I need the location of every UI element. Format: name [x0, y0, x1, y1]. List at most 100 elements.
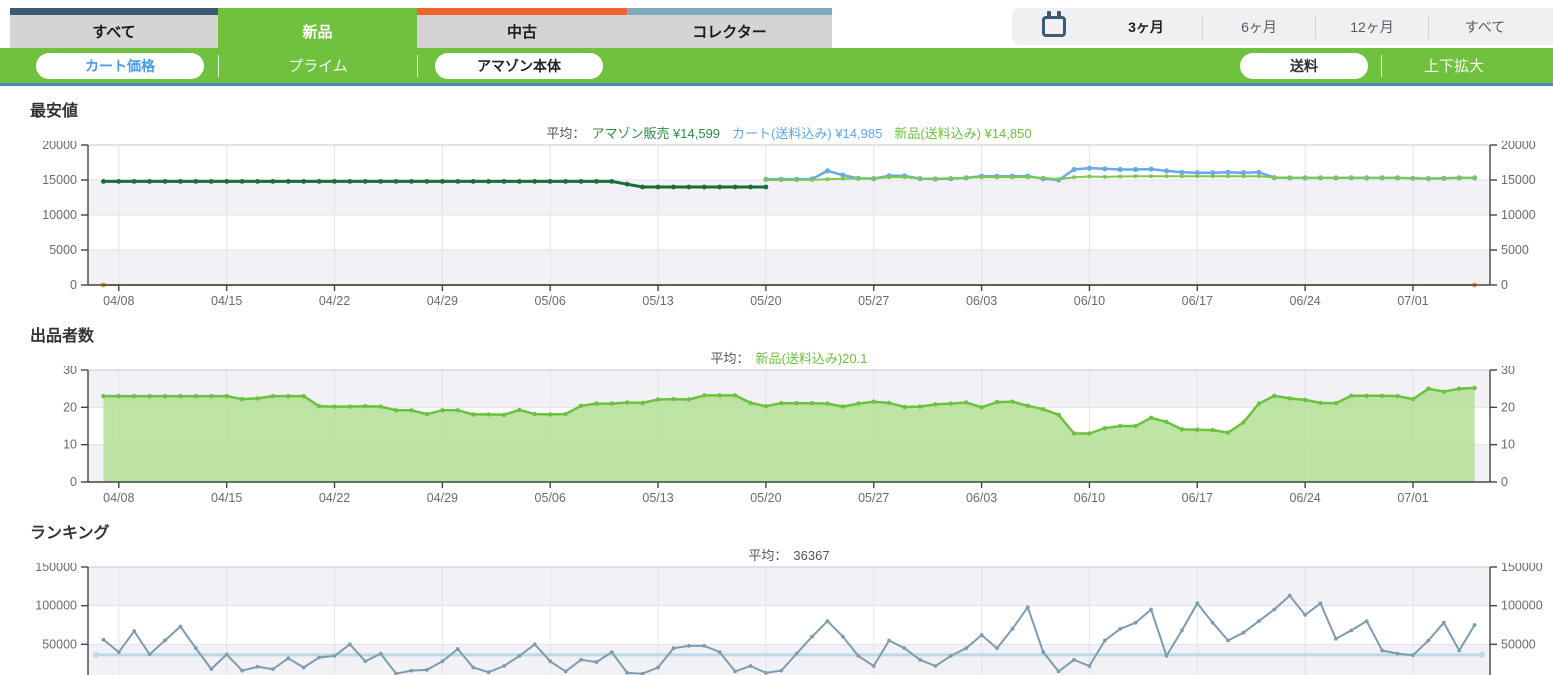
- svg-text:15000: 15000: [42, 173, 77, 187]
- svg-text:100000: 100000: [1501, 599, 1543, 613]
- svg-text:20: 20: [63, 400, 77, 414]
- svg-text:04/08: 04/08: [103, 294, 134, 308]
- tab-all-label: すべて: [92, 24, 136, 41]
- ranking-average: 平均： 36367: [748, 548, 830, 563]
- svg-text:05/06: 05/06: [535, 491, 566, 505]
- period-3m[interactable]: 3ヶ月: [1128, 18, 1164, 35]
- tab-used[interactable]: 中古: [417, 8, 627, 48]
- svg-text:06/10: 06/10: [1074, 491, 1105, 505]
- period-divider: [1428, 14, 1429, 39]
- shipping-toggle[interactable]: 送料: [1240, 52, 1368, 79]
- seller-count-section: 出品者数 平均： 新品(送料込み)20.1 04/08 04/15 04/22 04/2…: [0, 322, 1553, 508]
- avg-new: 新品(送料込み) ¥14,850: [894, 126, 1032, 141]
- avg-amazon: アマゾン販売 ¥14,599: [591, 126, 721, 141]
- series-toolbar: カート価格 プライム アマゾン本体 送料 上下拡大: [0, 48, 1553, 86]
- tab-new[interactable]: 新品: [218, 8, 417, 48]
- svg-text:20000: 20000: [42, 141, 77, 152]
- svg-text:10000: 10000: [42, 208, 77, 222]
- cart-price-toggle[interactable]: カート価格: [36, 52, 204, 79]
- ranking-chart: 04/0804/1504/2204/2905/0605/1305/2005/27…: [35, 563, 1543, 675]
- period-12m[interactable]: 12ヶ月: [1350, 18, 1394, 35]
- period-all[interactable]: すべて: [1464, 18, 1506, 35]
- svg-text:04/15: 04/15: [211, 294, 242, 308]
- svg-text:0: 0: [1501, 475, 1508, 489]
- period-divider: [1315, 14, 1316, 39]
- seller-count-chart: 04/08 04/15 04/22 04/29 05/06 05/13 05/20 05/27…: [63, 366, 1515, 505]
- toolbar-right-group: 送料 上下拡大: [1240, 52, 1553, 79]
- svg-text:06/03: 06/03: [966, 294, 997, 308]
- svg-text:04/15: 04/15: [211, 491, 242, 505]
- svg-text:04/29: 04/29: [427, 491, 458, 505]
- amazon-toggle[interactable]: アマゾン本体: [435, 52, 603, 79]
- tab-collector-accent: [627, 8, 832, 15]
- tab-new-accent: [218, 8, 417, 15]
- svg-text:06/24: 06/24: [1289, 491, 1320, 505]
- svg-text:05/13: 05/13: [642, 491, 673, 505]
- svg-text:07/01: 07/01: [1397, 294, 1428, 308]
- svg-text:05/27: 05/27: [858, 294, 889, 308]
- svg-text:05/20: 05/20: [750, 491, 781, 505]
- svg-text:10: 10: [63, 438, 77, 452]
- svg-text:50000: 50000: [42, 637, 77, 651]
- lowest-price-average: 平均： アマゾン販売 ¥14,599 カート(送料込み) ¥14,985 新品(送料込…: [546, 126, 1032, 141]
- svg-text:05/27: 05/27: [858, 491, 889, 505]
- svg-text:5000: 5000: [49, 243, 77, 257]
- condition-tabs: すべて 新品 中古 コレクター: [10, 0, 1553, 48]
- svg-text:05/06: 05/06: [535, 294, 566, 308]
- svg-text:150000: 150000: [1501, 563, 1543, 574]
- period-selector: 3ヶ月 6ヶ月 12ヶ月 すべて: [1012, 8, 1553, 45]
- lowest-price-title: 最安値: [30, 103, 79, 120]
- ranking-section: ランキング 平均：36367 04/0804/1504/2204/2905/06…: [0, 519, 1553, 675]
- ranking-title: ランキング: [30, 525, 110, 542]
- svg-text:05/13: 05/13: [642, 294, 673, 308]
- svg-text:06/24: 06/24: [1289, 294, 1320, 308]
- svg-text:50000: 50000: [1501, 637, 1536, 651]
- svg-text:04/22: 04/22: [319, 294, 350, 308]
- tab-used-accent: [417, 8, 627, 15]
- tab-used-label: 中古: [506, 24, 537, 41]
- lowest-price-chart: 04/08 04/15 04/22 04/29 05/06 05/13 05/20 05/27…: [42, 141, 1536, 308]
- calendar-icon[interactable]: [1042, 11, 1066, 37]
- tab-all[interactable]: すべて: [10, 8, 218, 48]
- toolbar-divider: [1381, 54, 1382, 77]
- tab-new-label: 新品: [302, 24, 333, 41]
- svg-text:06/17: 06/17: [1182, 294, 1213, 308]
- seller-count-title: 出品者数: [30, 328, 95, 345]
- svg-text:06/10: 06/10: [1074, 294, 1105, 308]
- svg-text:05/20: 05/20: [750, 294, 781, 308]
- avg-cart: カート(送料込み) ¥14,985: [732, 126, 883, 141]
- svg-text:30: 30: [63, 366, 77, 377]
- svg-text:06/17: 06/17: [1182, 491, 1213, 505]
- toolbar-divider: [218, 54, 219, 77]
- tab-all-accent: [10, 8, 218, 15]
- expand-vertical-button[interactable]: 上下拡大: [1423, 58, 1484, 75]
- toolbar-divider: [417, 54, 418, 77]
- svg-text:04/29: 04/29: [427, 294, 458, 308]
- lowest-price-section: 最安値 平均： アマゾン販売 ¥14,599 カート(送料込み) ¥14,985 新品…: [0, 97, 1553, 311]
- prime-toggle[interactable]: プライム: [288, 58, 348, 75]
- svg-text:15000: 15000: [1501, 173, 1536, 187]
- svg-text:10000: 10000: [1501, 208, 1536, 222]
- period-6m[interactable]: 6ヶ月: [1241, 18, 1277, 35]
- period-divider: [1202, 14, 1203, 39]
- svg-text:0: 0: [70, 475, 77, 489]
- svg-text:5000: 5000: [1501, 243, 1529, 257]
- svg-text:100000: 100000: [35, 599, 77, 613]
- tab-collector[interactable]: コレクター: [627, 8, 832, 48]
- svg-text:07/01: 07/01: [1397, 491, 1428, 505]
- seller-count-average: 平均： 新品(送料込み)20.1: [710, 351, 868, 366]
- svg-text:30: 30: [1501, 366, 1515, 377]
- svg-text:0: 0: [1501, 278, 1508, 292]
- avg-sellers: 新品(送料込み)20.1: [755, 351, 868, 366]
- svg-text:20: 20: [1501, 400, 1515, 414]
- svg-text:06/03: 06/03: [966, 491, 997, 505]
- svg-text:150000: 150000: [35, 563, 77, 574]
- svg-text:0: 0: [70, 278, 77, 292]
- svg-text:20000: 20000: [1501, 141, 1536, 152]
- svg-text:04/08: 04/08: [103, 491, 134, 505]
- svg-text:04/22: 04/22: [319, 491, 350, 505]
- tab-collector-label: コレクター: [692, 24, 767, 41]
- top-tab-bar: すべて 新品 中古 コレクター 3ヶ月 6ヶ月 12ヶ月 すべて: [0, 0, 1553, 48]
- svg-text:10: 10: [1501, 438, 1515, 452]
